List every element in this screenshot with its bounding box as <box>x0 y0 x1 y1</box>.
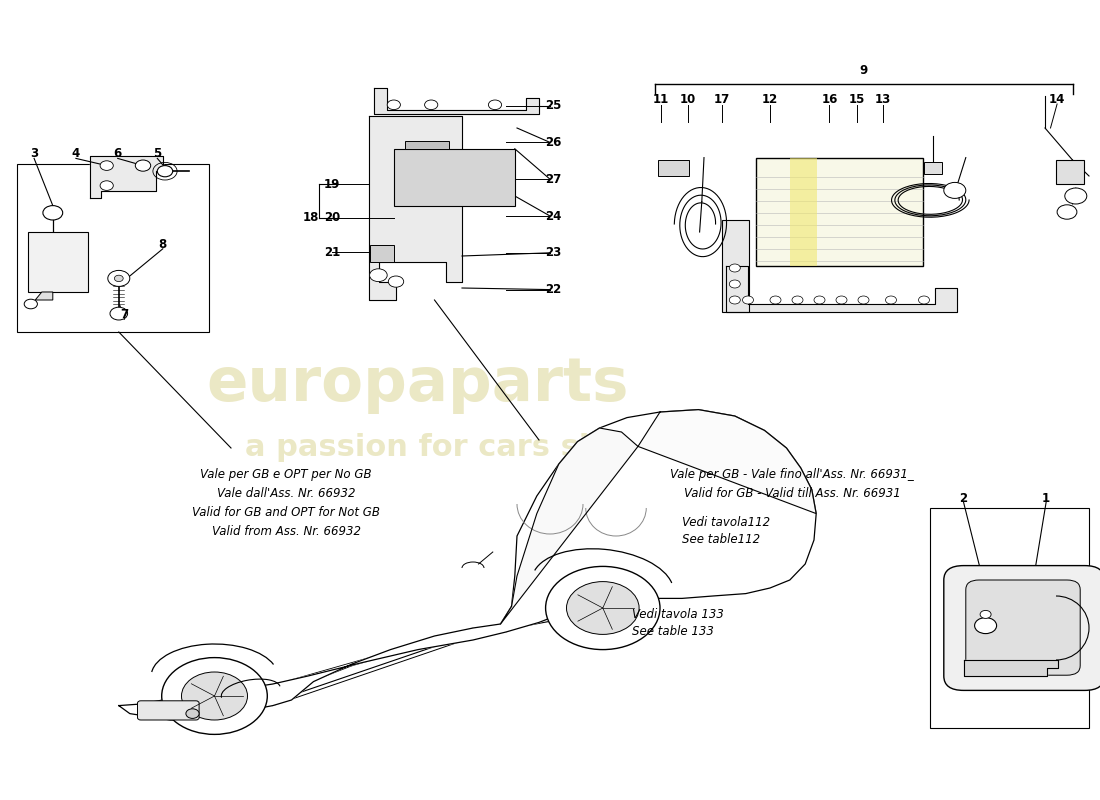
Polygon shape <box>90 156 163 198</box>
Text: 15: 15 <box>849 93 865 106</box>
Text: 11: 11 <box>653 93 669 106</box>
Polygon shape <box>35 292 53 300</box>
Text: Vale per GB e OPT per No GB
Vale dall'Ass. Nr. 66932
Valid for GB and OPT for No: Vale per GB e OPT per No GB Vale dall'As… <box>192 468 380 538</box>
Circle shape <box>43 206 63 220</box>
Circle shape <box>836 296 847 304</box>
Circle shape <box>108 270 130 286</box>
Circle shape <box>114 275 123 282</box>
Circle shape <box>24 299 37 309</box>
Text: 4: 4 <box>72 147 80 160</box>
Text: 20: 20 <box>324 211 340 224</box>
Circle shape <box>566 582 639 634</box>
FancyBboxPatch shape <box>944 566 1100 690</box>
Circle shape <box>100 161 113 170</box>
FancyBboxPatch shape <box>966 580 1080 675</box>
Circle shape <box>425 100 438 110</box>
Circle shape <box>135 160 151 171</box>
Text: 12: 12 <box>762 93 778 106</box>
Circle shape <box>100 181 113 190</box>
Text: 5: 5 <box>153 147 162 160</box>
Circle shape <box>370 269 387 282</box>
Text: 27: 27 <box>546 173 561 186</box>
Circle shape <box>388 276 404 287</box>
Text: 23: 23 <box>546 246 561 259</box>
Bar <box>658 160 689 176</box>
Text: 18: 18 <box>304 211 319 224</box>
Circle shape <box>387 100 400 110</box>
Circle shape <box>792 296 803 304</box>
Circle shape <box>157 166 173 177</box>
Text: 16: 16 <box>822 93 837 106</box>
Text: 17: 17 <box>714 93 729 106</box>
Text: Vedi tavola112
See table112: Vedi tavola112 See table112 <box>682 516 770 546</box>
Text: 25: 25 <box>546 99 561 112</box>
Text: 8: 8 <box>158 238 167 250</box>
Text: 6: 6 <box>113 147 122 160</box>
Circle shape <box>110 307 128 320</box>
Polygon shape <box>500 428 638 624</box>
Text: 14: 14 <box>1049 93 1065 106</box>
Polygon shape <box>638 410 816 514</box>
Bar <box>924 162 942 174</box>
Circle shape <box>858 296 869 304</box>
Text: a passion for cars since 1985: a passion for cars since 1985 <box>245 434 745 462</box>
Text: 19: 19 <box>324 178 340 190</box>
Text: europaparts: europaparts <box>207 354 629 414</box>
Circle shape <box>770 296 781 304</box>
Polygon shape <box>119 410 816 720</box>
Bar <box>394 149 515 206</box>
Circle shape <box>182 672 248 720</box>
Text: 13: 13 <box>876 93 891 106</box>
Bar <box>930 508 1089 728</box>
Circle shape <box>729 296 740 304</box>
Text: 10: 10 <box>680 93 695 106</box>
Polygon shape <box>374 88 539 114</box>
Circle shape <box>742 296 754 304</box>
Text: 9: 9 <box>859 64 868 77</box>
Bar <box>756 158 923 266</box>
Text: Vale per GB - Vale fino all'Ass. Nr. 66931_
Valid for GB - Valid till Ass. Nr. 6: Vale per GB - Vale fino all'Ass. Nr. 669… <box>670 468 914 500</box>
Circle shape <box>1065 188 1087 204</box>
Circle shape <box>814 296 825 304</box>
Bar <box>16 164 209 332</box>
Circle shape <box>886 296 896 304</box>
Polygon shape <box>964 660 1058 676</box>
Bar <box>370 245 394 262</box>
Circle shape <box>980 610 991 618</box>
Text: 2: 2 <box>959 492 968 505</box>
Bar <box>722 220 749 312</box>
Circle shape <box>1057 205 1077 219</box>
FancyBboxPatch shape <box>138 701 199 720</box>
Bar <box>28 232 88 292</box>
Circle shape <box>546 566 660 650</box>
Circle shape <box>488 100 502 110</box>
Text: 7: 7 <box>120 308 129 321</box>
Polygon shape <box>368 116 462 300</box>
Bar <box>1056 160 1084 184</box>
Circle shape <box>162 658 267 734</box>
Text: 24: 24 <box>546 210 561 222</box>
Text: 21: 21 <box>324 246 340 258</box>
Text: 1: 1 <box>1042 492 1050 505</box>
Circle shape <box>186 709 199 718</box>
Circle shape <box>918 296 930 304</box>
Text: 3: 3 <box>30 147 38 160</box>
Bar <box>405 141 449 149</box>
Circle shape <box>944 182 966 198</box>
Circle shape <box>136 161 150 170</box>
Text: Vedi tavola 133
See table 133: Vedi tavola 133 See table 133 <box>632 608 725 638</box>
Text: 26: 26 <box>546 136 561 149</box>
Polygon shape <box>726 266 957 312</box>
Circle shape <box>729 280 740 288</box>
Text: 22: 22 <box>546 283 561 296</box>
Circle shape <box>729 264 740 272</box>
Circle shape <box>975 618 997 634</box>
Bar <box>790 158 817 266</box>
